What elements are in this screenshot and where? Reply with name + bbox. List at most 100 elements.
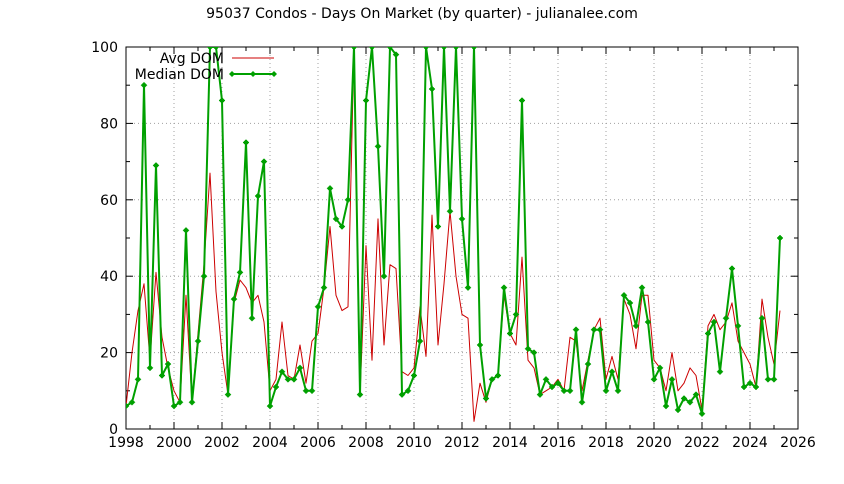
data-point <box>518 97 526 104</box>
data-point <box>566 387 574 395</box>
plot-border <box>125 46 799 430</box>
data-point <box>680 395 688 402</box>
x-tick-label: 2010 <box>396 435 432 451</box>
data-point <box>428 85 436 93</box>
data-point <box>302 387 310 395</box>
data-point <box>230 295 238 303</box>
data-point <box>752 383 760 391</box>
data-point <box>776 234 784 242</box>
data-point <box>656 364 664 372</box>
data-point <box>674 406 682 414</box>
legend-marker <box>250 71 256 77</box>
data-point <box>224 391 232 398</box>
data-point <box>152 162 160 169</box>
data-point <box>350 47 358 51</box>
data-point <box>176 398 184 406</box>
data-series <box>126 47 784 422</box>
data-point <box>416 337 424 345</box>
data-point <box>164 360 172 368</box>
data-point <box>126 402 130 410</box>
x-tick-label: 2006 <box>300 435 336 451</box>
data-point <box>236 269 244 276</box>
data-point <box>218 97 226 104</box>
x-tick-label: 2014 <box>492 435 528 451</box>
data-point <box>254 192 262 200</box>
x-tick-label: 1998 <box>108 435 144 451</box>
data-point <box>662 402 670 410</box>
y-tick-label: 20 <box>100 346 118 362</box>
data-point <box>710 318 718 326</box>
data-point <box>686 398 694 406</box>
data-point <box>734 322 742 330</box>
data-point <box>140 81 148 89</box>
data-point <box>626 299 634 307</box>
x-tick-label: 2022 <box>684 435 720 451</box>
data-point <box>344 196 352 204</box>
data-point <box>308 387 316 395</box>
data-point <box>506 330 514 337</box>
data-point <box>758 314 766 322</box>
data-point <box>494 372 502 379</box>
data-point <box>362 97 370 104</box>
y-tick-label: 40 <box>100 269 118 285</box>
data-point <box>542 375 550 383</box>
data-point <box>602 387 610 395</box>
data-point <box>728 265 736 272</box>
data-point <box>386 47 394 51</box>
data-point <box>314 303 322 311</box>
data-point <box>158 372 166 379</box>
axes: 1998 2000 2002 2004 2006 2008 2010 2012 2014 2016… <box>91 40 816 451</box>
data-point <box>620 291 628 299</box>
data-point <box>392 51 400 58</box>
data-point <box>740 383 748 391</box>
legend-marker <box>271 71 277 77</box>
data-point <box>488 375 496 383</box>
data-point <box>248 314 256 322</box>
y-tick-label: 100 <box>91 40 118 56</box>
data-point <box>770 375 778 383</box>
data-point <box>578 398 586 406</box>
data-point <box>590 326 598 334</box>
data-point <box>476 341 484 349</box>
chart-title: 95037 Condos - Days On Market (by quarte… <box>206 6 638 22</box>
x-tick-label: 2008 <box>348 435 384 451</box>
data-point <box>464 284 472 292</box>
data-point <box>266 402 274 410</box>
legend-label: Median DOM <box>135 67 224 83</box>
data-point <box>614 387 622 395</box>
data-point <box>380 272 388 280</box>
x-tick-label: 2020 <box>636 435 672 451</box>
y-tick-label: 80 <box>100 116 118 132</box>
data-point <box>530 349 538 356</box>
x-tick-label: 2004 <box>252 435 288 451</box>
data-point <box>596 326 604 334</box>
data-point <box>188 398 196 406</box>
data-point <box>134 375 142 383</box>
data-point <box>548 383 556 391</box>
x-tick-label: 2000 <box>156 435 192 451</box>
data-point <box>278 368 286 376</box>
series-median-dom <box>126 47 784 418</box>
data-point <box>764 375 772 383</box>
data-point <box>326 184 334 192</box>
series-line <box>126 47 781 415</box>
legend-label: Avg DOM <box>160 51 224 67</box>
data-point <box>716 368 724 376</box>
data-point <box>398 391 406 398</box>
data-point <box>482 395 490 402</box>
data-point <box>524 345 532 353</box>
data-point <box>698 410 706 418</box>
data-point <box>722 314 730 322</box>
data-point <box>338 223 346 230</box>
data-point <box>290 375 298 383</box>
data-point <box>446 207 454 215</box>
data-point <box>284 375 292 383</box>
data-point <box>668 375 676 383</box>
data-point <box>536 391 544 398</box>
data-point <box>356 391 364 398</box>
data-point <box>440 47 448 51</box>
x-tick-label: 2018 <box>588 435 624 451</box>
